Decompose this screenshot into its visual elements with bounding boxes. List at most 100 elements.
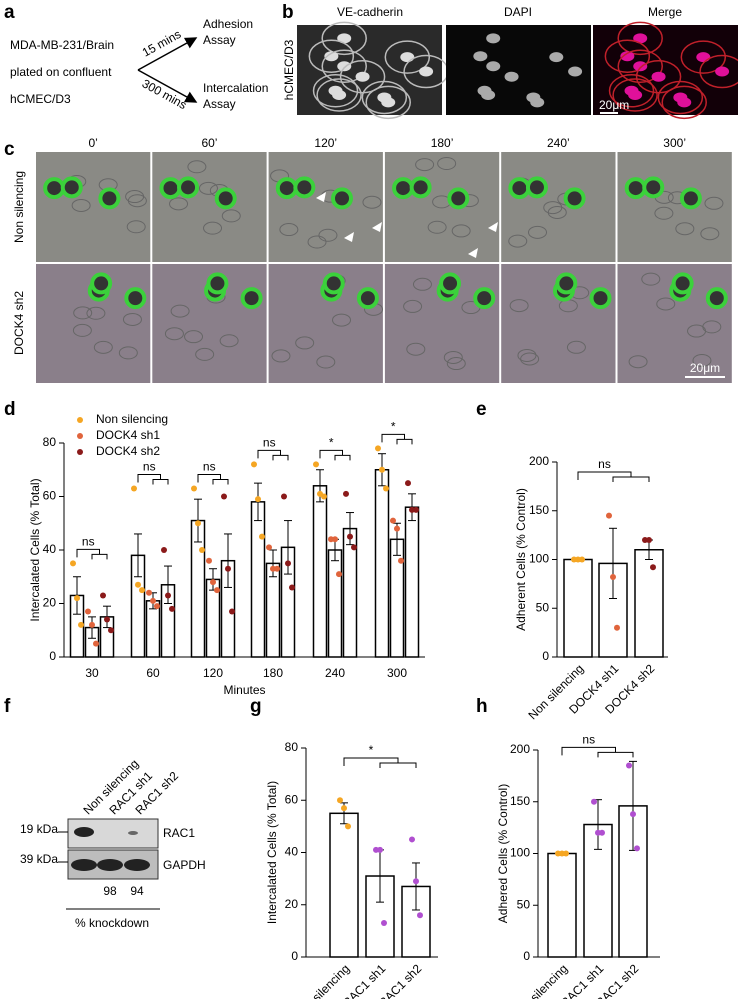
significance-bracket <box>76 548 108 560</box>
data-point <box>345 823 351 830</box>
cell <box>86 306 106 320</box>
nucleus <box>568 66 583 77</box>
cell <box>122 312 142 326</box>
tumor-cell <box>589 287 612 310</box>
bar <box>327 549 343 658</box>
data-point <box>409 836 415 843</box>
tumor-cell <box>60 176 83 199</box>
tumor-cell <box>679 187 702 210</box>
cell <box>654 206 674 220</box>
data-point <box>274 565 280 572</box>
data-point <box>169 605 175 612</box>
data-point <box>225 565 231 572</box>
tumor-cell <box>705 287 728 310</box>
significance-label: ns <box>143 460 156 474</box>
cell <box>517 348 537 362</box>
y-tick-label: 0 <box>542 649 549 663</box>
cell <box>362 195 382 209</box>
data-point <box>579 556 585 563</box>
data-point <box>150 597 156 604</box>
x-tick-label: Non silencing <box>510 961 571 999</box>
cell-outline <box>384 40 431 74</box>
tumor-cell <box>624 177 647 200</box>
cell <box>641 272 661 286</box>
data-point <box>210 579 216 586</box>
cell-outline <box>635 59 682 94</box>
tumor-cell <box>392 177 415 200</box>
nucleus <box>628 89 643 100</box>
significance-bracket <box>137 473 169 485</box>
cell <box>415 158 435 172</box>
row-label: DOCK4 sh2 <box>12 291 26 355</box>
nucleus <box>337 33 352 44</box>
significance-label: ns <box>82 535 95 549</box>
cell-outline <box>321 21 367 56</box>
setup-line: plated on confluent <box>10 65 112 79</box>
y-tick-label: 50 <box>517 897 531 911</box>
timepoint: 180’ <box>431 136 454 150</box>
data-point <box>379 466 385 473</box>
nucleus <box>620 51 635 62</box>
y-axis-label: Intercalated Cells (% Total) <box>28 478 42 621</box>
data-point <box>610 574 616 581</box>
data-point <box>626 762 632 769</box>
timepoint: 0’ <box>88 136 97 150</box>
nucleus <box>486 61 501 72</box>
significance-bracket <box>343 757 417 768</box>
data-point <box>255 496 261 503</box>
cell-outline <box>308 39 355 73</box>
tumor-cell <box>642 176 665 199</box>
tumor-cell <box>275 177 298 200</box>
y-axis-label: Adherent Cells (% Control) <box>514 488 528 631</box>
data-point <box>206 557 212 564</box>
data-point <box>347 533 353 540</box>
data-point <box>85 608 91 615</box>
panel-letter: e <box>476 399 487 420</box>
cell <box>520 352 540 366</box>
outcome-label: Intercalation Assay <box>203 81 269 111</box>
data-point <box>390 517 396 524</box>
data-point <box>630 811 636 818</box>
cell-outline <box>321 49 367 84</box>
cell <box>219 334 239 348</box>
tumor-cell <box>90 272 113 295</box>
y-tick-label: 0 <box>523 949 530 963</box>
cell <box>656 297 676 311</box>
data-point <box>266 544 272 551</box>
y-tick-label: 80 <box>285 740 299 754</box>
data-point <box>131 485 137 492</box>
data-point <box>381 920 387 927</box>
legend-label: DOCK4 sh2 <box>96 444 160 458</box>
panel-letter: g <box>250 696 262 717</box>
nucleus <box>400 52 415 63</box>
nucleus <box>715 66 730 77</box>
data-point <box>321 493 327 500</box>
data-point <box>195 520 201 527</box>
data-point <box>398 557 404 564</box>
column-title: Merge <box>648 5 682 19</box>
panel-letter: f <box>4 696 11 717</box>
x-tick-label: 60 <box>146 666 160 680</box>
y-tick-label: 0 <box>49 649 56 663</box>
bar <box>547 852 577 958</box>
y-tick-label: 0 <box>291 949 298 963</box>
micrograph <box>446 25 591 115</box>
y-tick-label: 60 <box>285 792 299 806</box>
tumor-cell <box>447 187 470 210</box>
cell-outline <box>339 59 386 94</box>
significance-label: ns <box>598 457 611 471</box>
data-point <box>78 621 84 628</box>
y-tick-label: 100 <box>510 846 530 860</box>
data-point <box>413 506 419 513</box>
significance-bracket <box>561 746 634 758</box>
cell <box>318 228 338 242</box>
significance-label: * <box>391 420 396 434</box>
nucleus <box>324 51 339 62</box>
column-title: VE-cadherin <box>337 5 403 19</box>
cell <box>187 160 207 174</box>
tumor-cell <box>331 187 354 210</box>
cell-outline <box>365 85 411 120</box>
cell <box>675 222 695 236</box>
data-point <box>650 564 656 571</box>
